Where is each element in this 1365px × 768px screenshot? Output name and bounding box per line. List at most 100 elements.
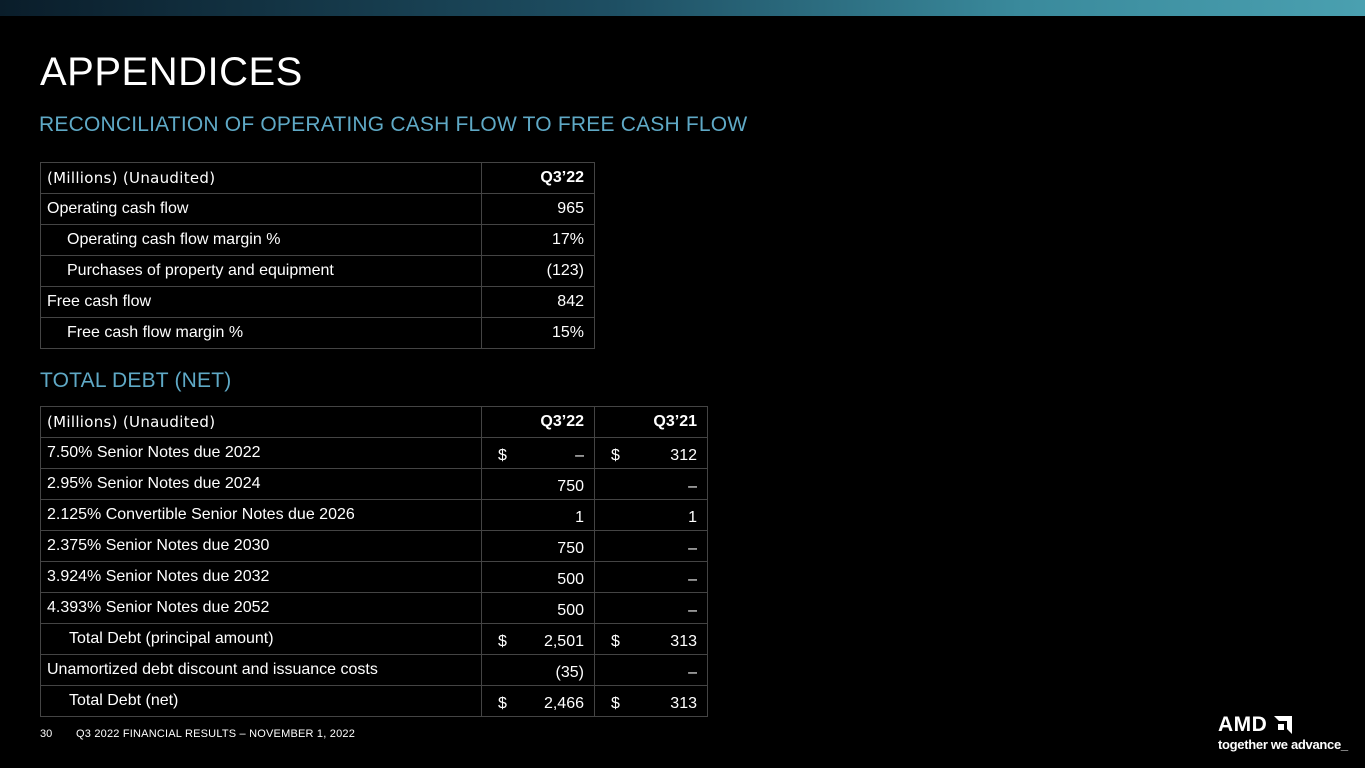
currency-symbol xyxy=(601,478,611,496)
currency-symbol: $ xyxy=(611,447,620,464)
amount: – xyxy=(688,664,697,681)
row-label: Unamortized debt discount and issuance c… xyxy=(40,654,482,686)
table-row: 4.393% Senior Notes due 2052 500 – xyxy=(40,592,708,624)
amd-wordmark: AMD xyxy=(1218,713,1268,736)
amount: – xyxy=(688,602,697,619)
row-value: 17% xyxy=(481,224,595,256)
amount: 2,501 xyxy=(543,633,584,650)
amount: – xyxy=(688,571,697,588)
row-value-q321: – xyxy=(594,592,708,624)
page-number: 30 xyxy=(40,728,53,740)
table-header-row: (Millions) (Unaudited) Q3’22 xyxy=(40,162,595,194)
table-row: Total Debt (net) $2,466 $313 xyxy=(40,685,708,717)
debt-table-body: 7.50% Senior Notes due 2022 $ – $312 2.95% S… xyxy=(40,437,708,717)
row-value-q321: – xyxy=(594,654,708,686)
amd-tagline: together we advance_ xyxy=(1218,737,1348,752)
amount: 1 xyxy=(575,509,584,526)
amount: – xyxy=(688,540,697,557)
header-q322: Q3’22 xyxy=(481,162,595,194)
currency-symbol xyxy=(601,509,611,527)
currency-symbol xyxy=(488,664,498,682)
currency-symbol: $ xyxy=(611,633,620,650)
table-row: Operating cash flow 965 xyxy=(40,193,595,225)
header-label: (Millions) (Unaudited) xyxy=(40,162,482,194)
row-label: 2.95% Senior Notes due 2024 xyxy=(40,468,482,500)
currency-symbol: $ xyxy=(498,695,507,712)
table-row: 3.924% Senior Notes due 2032 500 – xyxy=(40,561,708,593)
table-header-row: (Millions) (Unaudited) Q3’22 Q3’21 xyxy=(40,406,708,438)
row-label: 2.375% Senior Notes due 2030 xyxy=(40,530,482,562)
amd-logo: AMD together we advance_ xyxy=(1218,713,1348,756)
row-value-q321: $313 xyxy=(594,685,708,717)
amount: – xyxy=(688,478,697,495)
row-value-q322: 1 xyxy=(481,499,595,531)
table-row: 2.125% Convertible Senior Notes due 2026… xyxy=(40,499,708,531)
currency-symbol: $ xyxy=(498,633,507,650)
row-value-q321: $312 xyxy=(594,437,708,469)
row-label: Operating cash flow xyxy=(40,193,482,225)
row-value-q322: 750 xyxy=(481,468,595,500)
row-value: 965 xyxy=(481,193,595,225)
row-label: Operating cash flow margin % xyxy=(40,224,482,256)
currency-symbol xyxy=(601,571,611,589)
amount: 750 xyxy=(557,540,584,557)
row-value: (123) xyxy=(481,255,595,287)
cash-flow-table: (Millions) (Unaudited) Q3’22 Operating c… xyxy=(40,162,595,349)
table-row: 7.50% Senior Notes due 2022 $ – $312 xyxy=(40,437,708,469)
currency-symbol xyxy=(601,664,611,682)
table-row: Total Debt (principal amount) $2,501 $313 xyxy=(40,623,708,655)
row-value-q322: 500 xyxy=(481,561,595,593)
row-value-q321: – xyxy=(594,561,708,593)
row-value-q322: 750 xyxy=(481,530,595,562)
cash-flow-subtitle: RECONCILIATION OF OPERATING CASH FLOW TO… xyxy=(39,113,748,136)
row-value-q322: (35) xyxy=(481,654,595,686)
currency-symbol: $ xyxy=(611,695,620,712)
total-debt-table: (Millions) (Unaudited) Q3’22 Q3’21 7.50%… xyxy=(40,406,708,717)
row-value-q322: $2,501 xyxy=(481,623,595,655)
table-row: 2.95% Senior Notes due 2024 750 – xyxy=(40,468,708,500)
row-value-q321: 1 xyxy=(594,499,708,531)
currency-symbol xyxy=(601,602,611,620)
currency-symbol xyxy=(488,602,498,620)
currency-symbol xyxy=(488,509,498,527)
header-label: (Millions) (Unaudited) xyxy=(40,406,482,438)
top-gradient-bar xyxy=(0,0,1365,16)
row-label: Total Debt (net) xyxy=(40,685,482,717)
amount: 313 xyxy=(670,633,697,650)
currency-symbol xyxy=(601,540,611,558)
header-q321: Q3’21 xyxy=(594,406,708,438)
row-label: Free cash flow xyxy=(40,286,482,318)
row-value-q322: $ – xyxy=(481,437,595,469)
currency-symbol xyxy=(488,540,498,558)
row-value-q321: – xyxy=(594,468,708,500)
amount: 750 xyxy=(557,478,584,495)
amount: (35) xyxy=(555,664,584,681)
header-q322: Q3’22 xyxy=(481,406,595,438)
table-row: Free cash flow 842 xyxy=(40,286,595,318)
amount: 2,466 xyxy=(543,695,584,712)
row-label: Total Debt (principal amount) xyxy=(40,623,482,655)
amount: 312 xyxy=(670,447,697,464)
currency-symbol xyxy=(488,571,498,589)
row-label: Free cash flow margin % xyxy=(40,317,482,349)
table-row: Purchases of property and equipment (123… xyxy=(40,255,595,287)
table-row: Unamortized debt discount and issuance c… xyxy=(40,654,708,686)
slide-title: APPENDICES xyxy=(40,50,303,94)
footer-text: Q3 2022 FINANCIAL RESULTS – NOVEMBER 1, … xyxy=(76,728,356,740)
row-label: 4.393% Senior Notes due 2052 xyxy=(40,592,482,624)
row-value: 15% xyxy=(481,317,595,349)
table-row: Free cash flow margin % 15% xyxy=(40,317,595,349)
row-label: 3.924% Senior Notes due 2032 xyxy=(40,561,482,593)
row-value-q321: $313 xyxy=(594,623,708,655)
currency-symbol: $ xyxy=(498,447,507,464)
row-label: Purchases of property and equipment xyxy=(40,255,482,287)
amount: 500 xyxy=(557,602,584,619)
amount: 500 xyxy=(557,571,584,588)
table-row: Operating cash flow margin % 17% xyxy=(40,224,595,256)
total-debt-subtitle: TOTAL DEBT (NET) xyxy=(40,369,232,392)
row-value-q322: 500 xyxy=(481,592,595,624)
row-value-q322: $2,466 xyxy=(481,685,595,717)
row-value: 842 xyxy=(481,286,595,318)
table-row: 2.375% Senior Notes due 2030 750 – xyxy=(40,530,708,562)
amount: – xyxy=(575,447,584,464)
